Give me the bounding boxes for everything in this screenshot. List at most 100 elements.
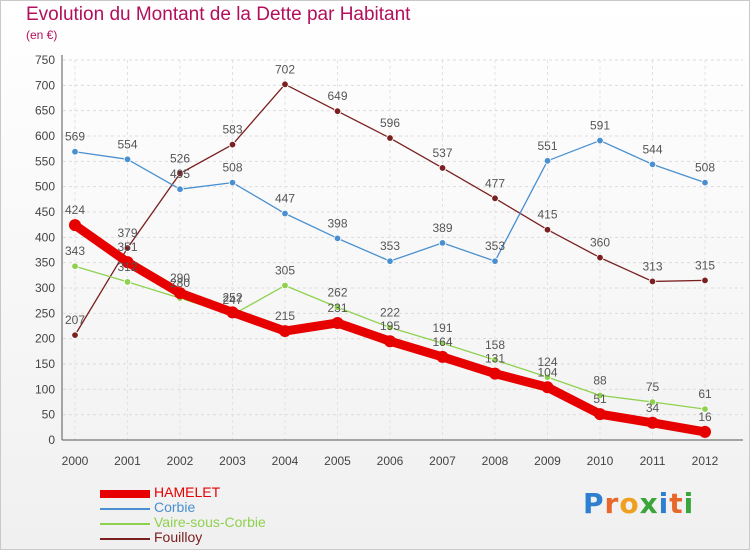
data-point [648, 160, 657, 169]
data-point [596, 391, 604, 400]
x-tick-label: 2001 [114, 454, 141, 468]
data-point [541, 381, 554, 394]
y-tick-label: 0 [48, 433, 55, 447]
data-label: 389 [432, 221, 452, 235]
data-label: 379 [117, 226, 137, 240]
x-tick-label: 2006 [377, 454, 404, 468]
x-tick-label: 2003 [219, 454, 246, 468]
data-point [648, 398, 657, 406]
data-point [384, 335, 396, 348]
x-tick-label: 2009 [534, 454, 561, 468]
data-point [699, 425, 711, 438]
data-label: 526 [170, 151, 190, 165]
data-label: 207 [65, 313, 85, 327]
y-tick-label: 550 [35, 154, 55, 168]
data-point [121, 256, 134, 269]
data-point [386, 134, 394, 142]
data-point [123, 244, 132, 252]
data-point [71, 331, 79, 339]
y-tick-label: 50 [42, 408, 56, 422]
data-point [491, 356, 499, 364]
data-label: 34 [646, 401, 660, 415]
y-tick-label: 500 [35, 180, 55, 194]
data-label: 75 [646, 380, 660, 394]
legend-swatch [100, 538, 150, 540]
data-label: 280 [170, 276, 190, 290]
data-label: 252 [222, 290, 242, 304]
legend-label: Vaire-sous-Corbie [154, 514, 266, 530]
data-label: 596 [380, 116, 400, 130]
data-label: 544 [642, 142, 662, 156]
data-point [491, 257, 499, 265]
data-point [123, 278, 132, 286]
data-point [646, 416, 659, 429]
data-point [491, 194, 499, 203]
legend-swatch [100, 523, 150, 525]
line-chart: 0 50 100 150 200 250 300 350 400 450 500 550 600 650 7… [35, 53, 743, 468]
legend-label: Fouilloy [154, 529, 203, 545]
data-point [174, 287, 186, 300]
y-tick-label: 450 [35, 205, 55, 219]
data-point [386, 323, 394, 332]
legend-label: Corbie [154, 499, 196, 515]
data-label: 447 [275, 192, 295, 206]
x-tick-label: 2010 [587, 454, 614, 468]
data-label: 191 [432, 321, 452, 335]
data-label: 164 [432, 335, 452, 349]
data-label: 131 [485, 352, 505, 366]
proxiti-logo: Proxiti [583, 487, 695, 520]
legend-swatch [100, 508, 150, 510]
data-label: 312 [117, 260, 137, 274]
data-label: 88 [593, 373, 607, 387]
y-tick-label: 700 [35, 78, 55, 92]
data-point [333, 234, 342, 243]
axes: 0 50 100 150 200 250 300 350 400 450 500 550 600 650 7… [35, 53, 743, 468]
data-label: 537 [432, 146, 452, 160]
data-point [438, 339, 447, 347]
data-point [386, 257, 394, 265]
data-point [176, 169, 184, 178]
y-tick-label: 600 [35, 129, 55, 143]
data-label: 104 [537, 365, 557, 379]
data-label: 353 [485, 239, 505, 253]
data-label: 313 [642, 259, 662, 273]
x-tick-label: 2004 [272, 454, 299, 468]
data-label: 508 [222, 161, 242, 175]
data-label: 51 [593, 392, 607, 406]
y-tick-label: 100 [35, 382, 55, 396]
data-label: 702 [275, 62, 295, 76]
data-label: 591 [590, 119, 610, 133]
data-label: 495 [170, 167, 190, 181]
y-tick-label: 300 [35, 281, 55, 295]
series-layer [69, 80, 711, 438]
data-point [596, 136, 604, 145]
data-label: 247 [222, 293, 242, 307]
data-label: 360 [590, 236, 610, 250]
data-point [436, 350, 449, 363]
data-label: 215 [275, 309, 295, 323]
data-point [226, 306, 239, 319]
data-label: 508 [695, 161, 715, 175]
data-label: 262 [327, 285, 347, 299]
data-label: 290 [170, 271, 190, 285]
legend-swatch [100, 490, 150, 498]
data-point [594, 408, 606, 421]
data-label: 551 [537, 139, 557, 153]
data-point [123, 155, 132, 164]
data-label: 343 [65, 244, 85, 258]
y-tick-label: 350 [35, 256, 55, 270]
data-label: 16 [698, 410, 712, 424]
y-tick-label: 200 [35, 332, 55, 346]
data-point [438, 164, 447, 172]
data-point [333, 303, 342, 311]
y-tick-label: 150 [35, 357, 55, 371]
data-point [701, 178, 709, 187]
data-label: 424 [65, 203, 85, 217]
data-label: 649 [327, 89, 347, 103]
x-tick-label: 2002 [167, 454, 194, 468]
data-point [228, 140, 237, 149]
x-tick-label: 2012 [692, 454, 719, 468]
data-point [543, 157, 552, 165]
data-label: 222 [380, 306, 400, 320]
data-point [438, 239, 447, 247]
